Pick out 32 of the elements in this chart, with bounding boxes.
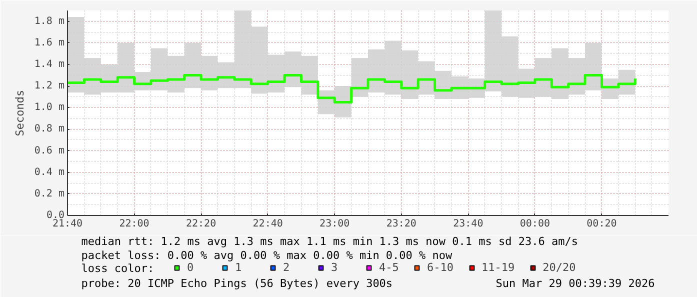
x-tick-label: 22:00	[119, 218, 150, 230]
legend-label: 4-5	[379, 261, 399, 274]
text: packet loss: 0.00 % avg 0.00 % max 0.00 % min 0.00 % now	[81, 249, 453, 262]
y-tick-label: 0.2 m	[34, 188, 65, 200]
text: Sun Mar 29 00:39:39 2026	[496, 277, 655, 290]
legend-label: 3	[331, 261, 339, 274]
legend-label: 2	[283, 261, 291, 274]
y-tick-label: 0.8 m	[34, 124, 65, 135]
x-tick-label: 00:20	[586, 218, 617, 230]
y-tick-label: 1.8 m	[34, 16, 65, 27]
legend-label: 11-19	[482, 261, 515, 274]
y-tick-label: 1.4 m	[34, 58, 65, 70]
y-tick-label: 0.4 m	[34, 166, 65, 178]
legend-label: 20/20	[542, 261, 576, 274]
x-tick-label: 23:20	[386, 218, 416, 230]
x-tick-label: 23:00	[320, 218, 350, 230]
legend-label: 0	[187, 261, 195, 274]
x-tick-label: 21:40	[52, 218, 83, 230]
x-tick-label: 22:40	[252, 218, 283, 230]
y-tick-label: 1.0 m	[34, 102, 65, 114]
text: median rtt: 1.2 ms avg 1.3 ms max 1.1 ms min 1.3 ms now 0.1 ms sd 23.6 am/s	[81, 235, 578, 248]
y-tick-label: 1.2 m	[34, 80, 65, 92]
legend-label: 1	[235, 261, 243, 274]
text: probe: 20 ICMP Echo Pings (56 Bytes) every 300s	[81, 277, 393, 290]
x-tick-label: 00:00	[520, 218, 550, 230]
text: loss color:	[81, 262, 154, 275]
x-tick-label: 22:20	[186, 218, 216, 230]
x-tick-label: 23:40	[453, 218, 484, 230]
y-tick-label: 1.6 m	[34, 37, 65, 48]
legend-label: 6-10	[427, 261, 454, 274]
y-axis-title: Seconds	[13, 90, 26, 136]
y-tick-label: 0.6 m	[34, 145, 65, 156]
